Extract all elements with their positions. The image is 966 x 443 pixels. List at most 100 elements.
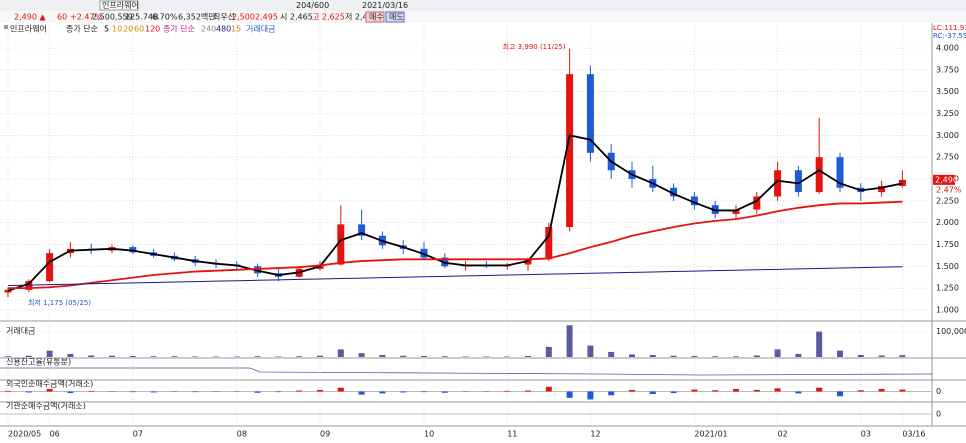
y-tick-label: 2.000 [936, 218, 959, 227]
candle-body [732, 209, 740, 214]
candle-body [4, 289, 12, 293]
foreign-bar [774, 388, 781, 392]
candle-body [878, 185, 886, 193]
volume: 2,500,559 [92, 13, 133, 22]
legend-extra: 15 [231, 25, 241, 34]
volume-bar [213, 356, 219, 357]
foreign-bar [254, 391, 261, 393]
price-tag: 2,490 [935, 175, 958, 184]
foreign-bar [649, 391, 656, 395]
x-tick-label: 02 [778, 430, 788, 439]
low-annotation: 최저 1,175 (05/25) [28, 298, 91, 307]
y-tick-label: 3.250 [936, 109, 959, 118]
volume-bar [171, 356, 178, 357]
foreign-bar [317, 389, 323, 392]
foreign-bar [629, 389, 635, 392]
foreign-bar [192, 391, 199, 393]
x-tick-label: 11 [507, 430, 517, 439]
volume-bar [525, 355, 531, 357]
volume-bar [816, 331, 823, 357]
candle-body [46, 253, 54, 282]
volume-bar [150, 356, 157, 357]
volume-bar [379, 354, 386, 357]
foreign-bar [837, 391, 843, 397]
foreign-bar [587, 391, 594, 400]
stock-box[interactable] [99, 0, 139, 11]
y-tick-label: 2.250 [936, 196, 959, 205]
x-tick-label: 08 [237, 430, 247, 439]
candle-body [836, 157, 844, 188]
y-tick-label: 100,000 [936, 327, 966, 336]
open: 시 2,465 [280, 13, 313, 22]
volume-bar [275, 356, 282, 357]
foreign-bar [670, 391, 677, 394]
price-pct: 2.47% [936, 185, 962, 194]
volume-bar [753, 355, 760, 357]
candle-body [898, 179, 906, 186]
y-tick-label: 3.750 [936, 65, 959, 74]
volume-bar [5, 356, 11, 357]
foreign-bar [275, 391, 282, 393]
volume-bar [649, 354, 656, 357]
ma-line [7, 266, 903, 287]
volume-bar [899, 355, 906, 357]
volume-bar [545, 346, 552, 357]
foreign-bar [88, 390, 95, 392]
foreign-bar [358, 391, 365, 395]
volume-bar [421, 355, 427, 357]
candle-body [358, 224, 366, 236]
foreign-bar [150, 391, 157, 393]
foreign-bar [899, 389, 906, 392]
candle-body [815, 157, 823, 193]
candle-body [337, 224, 345, 265]
buy-button[interactable] [365, 11, 385, 23]
volume-bar [587, 345, 594, 357]
candle-body [774, 170, 782, 197]
foreign-bar [421, 391, 427, 393]
x-tick-label: 09 [320, 430, 330, 439]
x-tick-label: 07 [133, 430, 143, 439]
foreign-bar [46, 388, 53, 392]
candle-body [753, 196, 761, 210]
volume-bar [857, 354, 864, 357]
volume-bar [733, 356, 739, 357]
rc: RC:-37.59 [933, 32, 966, 40]
volume-bar [296, 356, 303, 357]
legend-series: 5 [104, 25, 109, 34]
foreign-bar [400, 391, 407, 393]
volume-bar [129, 355, 136, 357]
foreign-bar [878, 388, 885, 392]
volume-bar [795, 353, 802, 357]
sell-button[interactable] [385, 11, 405, 23]
legend-series: 120 [145, 25, 160, 34]
sell: 매도 [389, 13, 404, 22]
price-tag-bg [933, 174, 955, 185]
volume-bar [337, 349, 344, 357]
volume-bar [691, 355, 698, 357]
volume-bar [608, 351, 615, 357]
volume-bar [67, 353, 74, 357]
volume-bar [670, 355, 677, 357]
volume-bar [483, 356, 490, 357]
volume-bar [441, 356, 448, 357]
volume-bar [774, 349, 781, 357]
volume-bar [88, 355, 95, 357]
y-tick-label: 1.250 [936, 284, 959, 293]
foreign-bar [795, 391, 802, 394]
low: 저 2,460 [345, 13, 378, 22]
foreign-bar [753, 389, 760, 392]
credit-label: 신용잔고율(유통분) [6, 357, 71, 367]
stock-name: 인프라웨어 [102, 0, 139, 10]
volume-bar [317, 355, 323, 357]
y-tick-label: 0 [936, 410, 941, 419]
x-tick-label: 12 [590, 430, 600, 439]
candle-body [690, 196, 698, 206]
foreign-bar [379, 391, 386, 394]
buy: 매수 [369, 13, 384, 22]
change-pct: +2.47% [70, 13, 103, 22]
foreign-bar [608, 391, 615, 396]
legend-extra: 60 [134, 25, 144, 34]
volume-bar [712, 356, 719, 357]
foreign-bar [566, 391, 573, 398]
candle-body [586, 74, 594, 153]
